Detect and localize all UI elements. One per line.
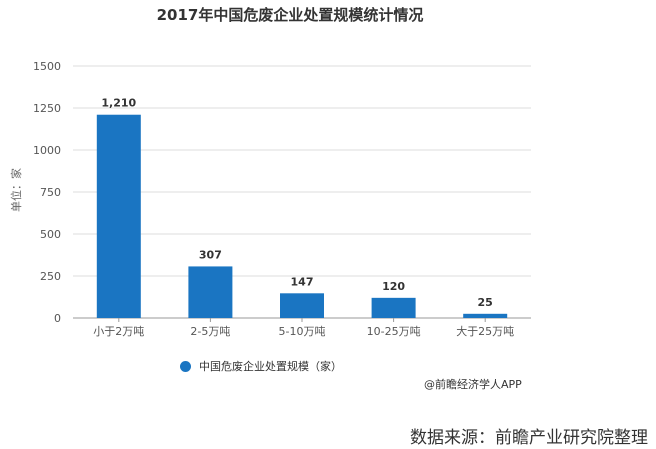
legend: 中国危废企业处置规模（家） bbox=[180, 358, 342, 374]
x-tick-label: 2-5万吨 bbox=[190, 325, 230, 338]
bar bbox=[280, 293, 324, 318]
credit: @前瞻经济学人APP bbox=[424, 378, 522, 391]
legend-label: 中国危废企业处置规模（家） bbox=[199, 360, 342, 373]
data-label: 147 bbox=[291, 275, 314, 288]
data-label: 307 bbox=[199, 248, 222, 261]
data-label: 1,210 bbox=[101, 97, 136, 110]
source-note: 数据来源：前瞻产业研究院整理 bbox=[410, 428, 648, 448]
y-tick-label: 1250 bbox=[33, 102, 61, 115]
bar bbox=[371, 297, 416, 318]
x-tick-label: 小于2万吨 bbox=[93, 325, 144, 338]
bar bbox=[96, 114, 141, 318]
x-tick-label: 5-10万吨 bbox=[279, 325, 326, 338]
x-tick-label: 大于25万吨 bbox=[456, 324, 514, 338]
y-tick-label: 1000 bbox=[33, 144, 61, 157]
data-label: 120 bbox=[382, 280, 405, 293]
y-tick-label: 1500 bbox=[33, 60, 61, 73]
x-tick-label: 10-25万吨 bbox=[367, 325, 421, 338]
bar bbox=[188, 266, 233, 318]
y-axis-label: 单位：家 bbox=[9, 168, 23, 212]
bar bbox=[463, 313, 508, 318]
y-tick-label: 500 bbox=[40, 228, 61, 241]
data-label: 25 bbox=[478, 296, 493, 309]
chart-title: 2017年中国危废企业处置规模统计情况 bbox=[156, 6, 424, 24]
y-tick-label: 750 bbox=[40, 186, 61, 199]
y-tick-label: 0 bbox=[54, 312, 61, 325]
y-tick-label: 250 bbox=[40, 270, 61, 283]
legend-swatch bbox=[180, 360, 191, 372]
